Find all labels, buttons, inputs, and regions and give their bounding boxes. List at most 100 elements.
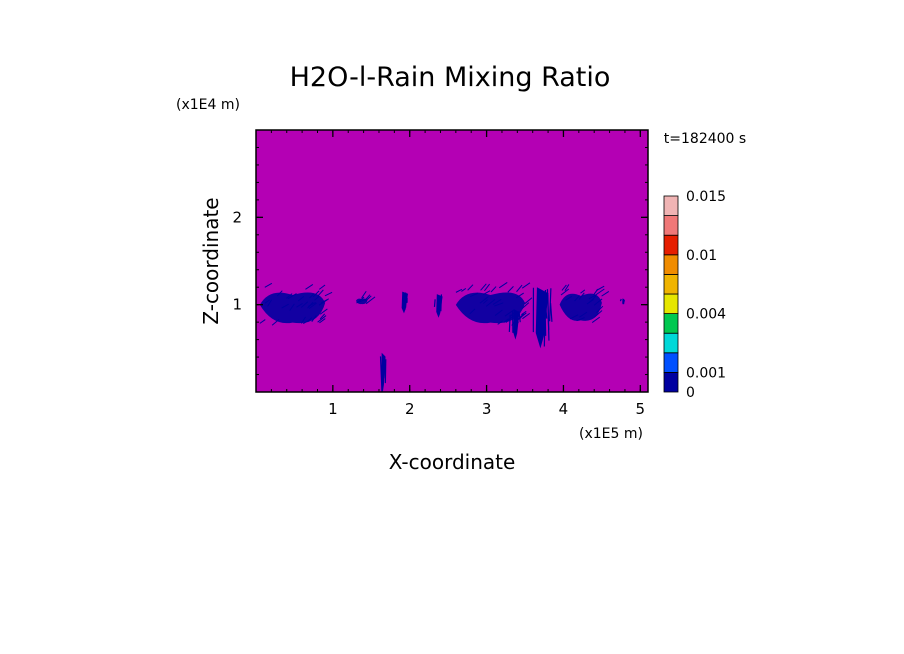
rain-streak xyxy=(565,295,573,301)
rain-region xyxy=(401,291,408,314)
rain-streak xyxy=(579,311,588,318)
rain-streak xyxy=(503,318,509,323)
rain-streak xyxy=(569,314,579,320)
x-tick-label: 3 xyxy=(482,400,492,418)
rain-streak xyxy=(560,288,570,296)
rain-region xyxy=(433,294,443,318)
rain-streak xyxy=(619,298,622,302)
colorbar-segment xyxy=(663,352,679,373)
rain-streak xyxy=(591,316,601,323)
rain-streak xyxy=(281,303,289,309)
rain-streak xyxy=(379,356,383,392)
rain-streak xyxy=(480,283,487,291)
colorbar-label: 0.004 xyxy=(686,307,726,323)
rain-streak xyxy=(508,314,511,332)
rain-streak xyxy=(361,290,367,299)
rain-streak xyxy=(364,294,371,301)
rain-streak xyxy=(516,284,523,293)
rain-streak xyxy=(484,283,491,292)
rain-streak xyxy=(320,298,330,304)
rain-streak xyxy=(318,284,326,290)
rain-streak xyxy=(440,294,443,312)
colorbar-segment xyxy=(663,254,679,275)
colorbar-segment xyxy=(663,293,679,315)
rain-region xyxy=(559,284,610,323)
time-label: t=182400 s xyxy=(664,131,746,147)
x-tick-label: 4 xyxy=(559,400,569,418)
rain-streak xyxy=(545,303,548,319)
rain-streak xyxy=(601,290,610,297)
colorbar-segment xyxy=(663,195,679,217)
rain-streak xyxy=(492,298,502,306)
colorbar-label: 0.01 xyxy=(686,248,717,264)
y-tick-label: 1 xyxy=(232,296,242,314)
colorbar-label: 0.015 xyxy=(686,189,726,205)
rain-streak xyxy=(319,308,328,315)
rain-streak xyxy=(314,295,320,301)
rain-streak xyxy=(494,309,503,316)
x-axis: 1 2 3 4 5 xyxy=(270,130,645,418)
rain-streak xyxy=(289,303,295,311)
rain-region xyxy=(619,298,626,305)
rain-streak xyxy=(588,294,597,300)
rain-streak xyxy=(576,317,585,322)
rain-streak xyxy=(578,292,585,300)
colorbar-segment xyxy=(663,215,679,236)
rain-streak xyxy=(561,284,567,291)
colorbar-segment xyxy=(663,313,679,334)
rain-streak xyxy=(286,293,293,299)
rain-streak xyxy=(517,313,525,320)
colorbar: 0 0.001 0.004 0.01 0.015 xyxy=(663,189,726,401)
rain-streak xyxy=(574,295,580,302)
rain-streak xyxy=(271,319,280,326)
rain-streak xyxy=(518,311,521,323)
y-axis: 12 xyxy=(232,146,648,376)
rain-streak xyxy=(593,310,603,318)
plot-area xyxy=(255,129,649,393)
rain-streak xyxy=(547,294,550,341)
plot-frame xyxy=(255,129,649,393)
rain-streak xyxy=(296,302,303,308)
rain-streak xyxy=(309,293,314,299)
rain-streak xyxy=(365,295,372,301)
rain-streak xyxy=(455,288,463,293)
rain-streak xyxy=(317,315,327,323)
rain-streak xyxy=(504,309,514,317)
rain-streak xyxy=(319,318,326,324)
rain-region xyxy=(355,290,376,305)
rain-streak xyxy=(461,288,467,292)
rain-streak xyxy=(267,299,273,307)
rain-streak xyxy=(305,284,314,290)
rain-streak xyxy=(586,299,594,305)
y-axis-label: Z-coordinate xyxy=(199,197,223,324)
rain-streak xyxy=(469,292,479,298)
rain-streak xyxy=(384,356,386,379)
rain-streak xyxy=(301,316,306,324)
colorbar-label: 0.001 xyxy=(686,365,726,381)
colorbar-segment xyxy=(663,371,679,393)
rain-region xyxy=(455,282,533,326)
colorbar-segment xyxy=(663,332,679,354)
rain-streak xyxy=(482,290,491,296)
rain-streak xyxy=(276,290,283,297)
colorbar-segment xyxy=(663,234,679,256)
rain-streak xyxy=(479,297,487,304)
rain-streak xyxy=(319,313,326,320)
rain-streak xyxy=(259,319,266,324)
rain-streak xyxy=(287,293,297,300)
rain-band xyxy=(455,292,526,324)
rain-streak xyxy=(543,290,547,347)
rain-band xyxy=(259,292,326,324)
y-unit-label: (x1E4 m) xyxy=(176,97,240,113)
plot-background xyxy=(256,130,648,392)
rain-streak xyxy=(485,299,496,307)
rain-region xyxy=(532,287,553,349)
x-unit-label: (x1E5 m) xyxy=(579,426,643,442)
colorbar-label: 0 xyxy=(686,385,695,401)
rain-region xyxy=(259,282,333,326)
rain-streak xyxy=(580,289,586,294)
rain-streak xyxy=(521,310,527,316)
rain-streak xyxy=(482,299,488,304)
rain-streak xyxy=(521,282,531,289)
